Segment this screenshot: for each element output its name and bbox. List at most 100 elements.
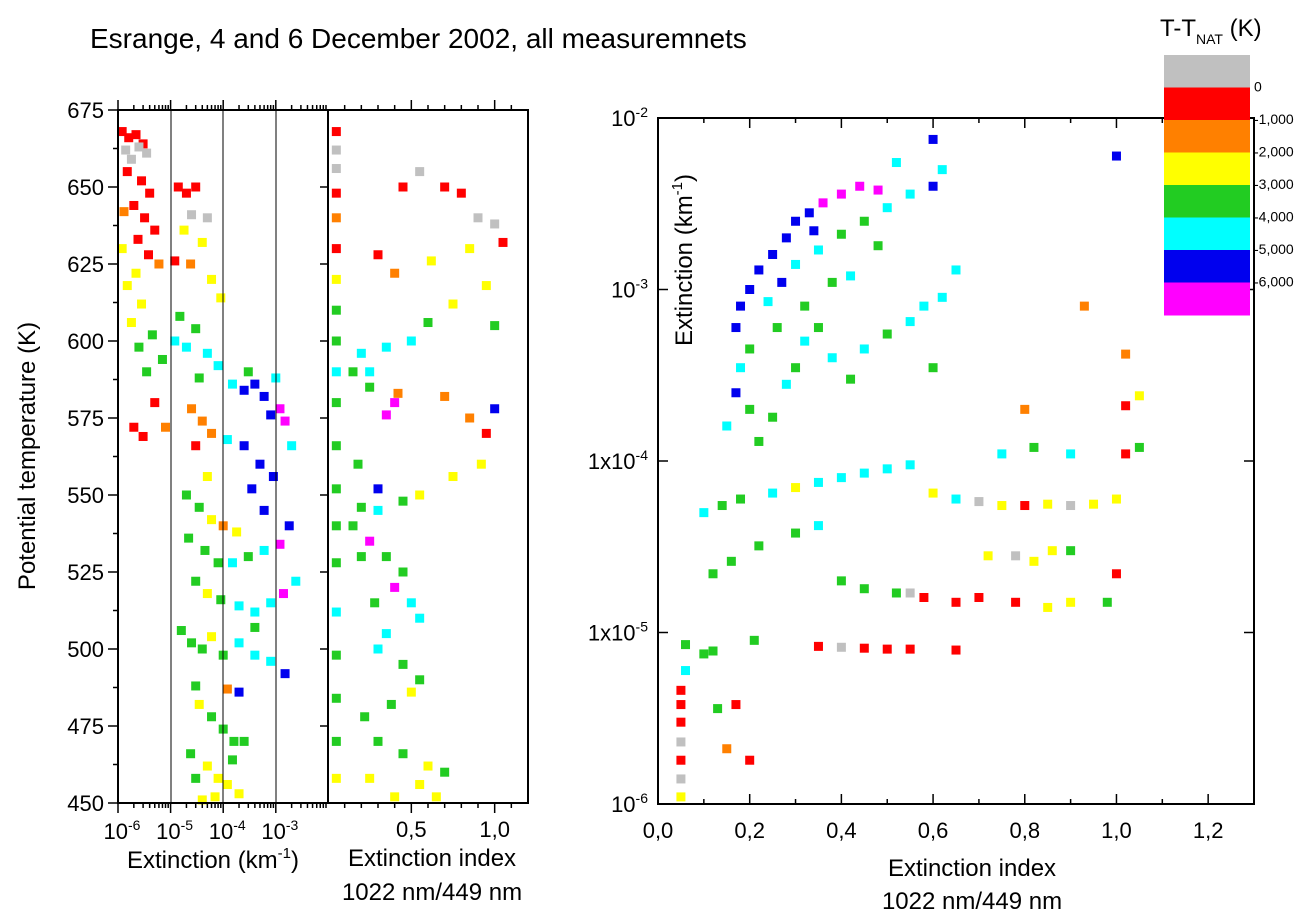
- left-ytick-label-3: 525: [67, 560, 104, 585]
- left-point-74: [227, 558, 237, 568]
- legend-label-4: -4,000: [1254, 209, 1294, 225]
- right-point-75: [781, 379, 791, 389]
- left-point-5: [134, 142, 144, 152]
- right-point-50: [836, 473, 846, 483]
- right-point-67: [1066, 449, 1076, 459]
- right-point-109: [891, 158, 901, 168]
- right-point-117: [809, 226, 819, 236]
- right-point-24: [754, 541, 764, 551]
- middle-point-40: [390, 398, 400, 408]
- middle-panel: 0,5 1,0 Extinction index 1022 nm/449 nm: [327, 100, 529, 906]
- middle-point-77: [365, 367, 375, 377]
- left-point-0: [117, 127, 127, 137]
- left-point-10: [145, 188, 155, 198]
- right-point-34: [1011, 597, 1021, 607]
- left-xtick-label-0-base: 10: [104, 819, 128, 844]
- left-point-70: [232, 527, 242, 537]
- right-point-107: [937, 165, 947, 175]
- right-point-102: [836, 229, 846, 239]
- left-point-40: [207, 274, 217, 284]
- middle-xtick-label-1: 1,0: [479, 817, 510, 842]
- left-point-22: [126, 318, 136, 328]
- left-point-36: [179, 225, 189, 235]
- left-point-58: [207, 428, 217, 438]
- middle-point-42: [393, 388, 403, 398]
- middle-point-15: [331, 607, 341, 617]
- right-point-4: [676, 717, 686, 727]
- middle-point-8: [331, 336, 341, 346]
- left-xtick-label-0-exp: -6: [128, 817, 141, 833]
- right-y-axis-label-end: ): [671, 174, 698, 182]
- right-point-31: [919, 592, 929, 602]
- right-point-119: [1079, 301, 1089, 311]
- middle-point-49: [415, 490, 425, 500]
- right-point-56: [974, 497, 984, 507]
- right-point-89: [736, 301, 746, 311]
- middle-xtick-label-0: 0,5: [396, 817, 427, 842]
- middle-point-33: [490, 321, 500, 331]
- left-point-87: [176, 626, 186, 636]
- right-axes-group: 0,0 0,2 0,4 0,6 0,8 1,0 1,210-61x10-51x10-410-…: [588, 104, 1255, 843]
- legend-swatch-6: [1164, 250, 1250, 283]
- right-point-90: [745, 285, 755, 294]
- left-point-20: [122, 281, 132, 291]
- right-point-16: [813, 641, 823, 651]
- left-point-46: [202, 348, 212, 358]
- left-point-51: [250, 379, 260, 389]
- left-point-19: [131, 268, 141, 278]
- right-ytick-label-1: 1x10-5: [588, 619, 648, 646]
- left-point-115: [243, 367, 253, 377]
- right-point-15: [749, 635, 759, 645]
- left-point-16: [117, 244, 127, 254]
- left-point-64: [247, 484, 257, 494]
- legend-title-unit: (K): [1223, 15, 1262, 42]
- left-point-67: [194, 502, 204, 512]
- right-point-45: [717, 501, 727, 511]
- left-point-29: [138, 431, 148, 441]
- right-point-104: [882, 203, 892, 213]
- left-xtick-label-3: 10-3: [261, 817, 298, 844]
- right-xtick-label-1: 0,2: [734, 818, 765, 843]
- left-xtick-label-1-base: 10: [156, 819, 180, 844]
- right-point-105: [905, 189, 915, 199]
- left-point-56: [187, 404, 197, 414]
- middle-point-11: [331, 441, 341, 451]
- right-point-63: [1121, 449, 1131, 459]
- left-point-99: [194, 699, 204, 709]
- left-point-4: [121, 145, 131, 155]
- left-point-27: [150, 398, 160, 408]
- left-point-105: [213, 773, 223, 783]
- left-point-114: [259, 505, 269, 515]
- right-xtick-label-5: 1,0: [1101, 818, 1132, 843]
- right-point-98: [855, 181, 865, 191]
- right-point-92: [768, 249, 778, 259]
- left-ytick-label-7: 625: [67, 252, 104, 277]
- middle-point-74: [431, 792, 441, 802]
- right-point-96: [818, 198, 828, 208]
- middle-point-48: [448, 472, 458, 482]
- left-xtick-label-2-base: 10: [209, 819, 233, 844]
- right-point-79: [827, 353, 837, 363]
- left-point-48: [194, 373, 204, 383]
- right-point-9: [699, 649, 709, 659]
- left-point-80: [202, 589, 212, 599]
- right-point-61: [1089, 499, 1099, 509]
- left-point-107: [234, 789, 244, 799]
- middle-point-47: [476, 459, 486, 469]
- middle-point-27: [465, 244, 475, 254]
- right-ytick-label-4: 10-2: [611, 104, 648, 131]
- right-point-60: [1066, 501, 1076, 511]
- right-point-5: [676, 700, 686, 710]
- left-ytick-label-2: 500: [67, 637, 104, 662]
- middle-point-2: [331, 164, 341, 174]
- left-point-103: [186, 749, 196, 759]
- left-point-79: [191, 576, 201, 586]
- right-point-81: [859, 344, 869, 354]
- legend-swatch-7: [1164, 282, 1250, 316]
- right-point-58: [1020, 501, 1030, 511]
- right-point-26: [813, 521, 823, 531]
- right-point-76: [791, 363, 801, 373]
- left-point-112: [239, 736, 249, 746]
- right-point-122: [1134, 391, 1144, 401]
